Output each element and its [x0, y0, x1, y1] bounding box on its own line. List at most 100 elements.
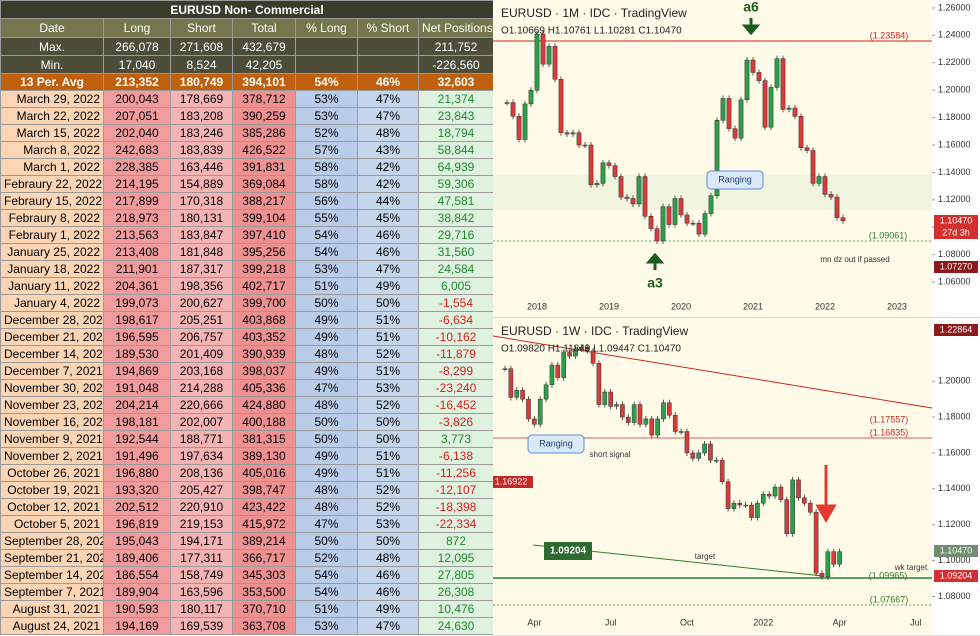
candle: [738, 99, 744, 139]
table-cell: 424,880: [232, 396, 296, 414]
table-cell: 52%: [357, 345, 419, 363]
table-cell: 353,500: [232, 583, 296, 601]
chart-background: [493, 318, 932, 636]
price-badge-label: 1.07270: [940, 261, 973, 271]
candle: [655, 418, 660, 436]
table-cell: 52%: [357, 481, 419, 499]
candle: [510, 102, 516, 117]
table-cell: 194,171: [170, 532, 233, 550]
y-tick-label: 1.08000: [938, 591, 971, 601]
candle: [534, 33, 540, 91]
candle: [732, 128, 738, 139]
candle: [526, 398, 531, 420]
candle: [702, 213, 708, 235]
table-cell: 415,972: [232, 515, 296, 533]
level-label: (1.07667): [870, 594, 909, 604]
ohlc: O1.10669 H1.10761 L1.10281 C1.10470: [501, 26, 682, 37]
data-row: December 14, 2021 189,530 201,409 390,939 48…: [0, 345, 493, 363]
price-badge-label: 1.10470: [940, 215, 973, 225]
candle: [579, 346, 584, 350]
table-cell: [357, 37, 419, 56]
candle: [643, 418, 649, 425]
table-cell: -8,299: [417, 362, 493, 380]
candle: [678, 198, 684, 216]
table-cell: 163,596: [170, 583, 233, 601]
table-cell: 188,771: [170, 430, 233, 448]
table-cell: 363,708: [232, 617, 296, 635]
callout: [706, 170, 764, 190]
chart-title: EURUSD · 1W · IDC · TradingView: [501, 324, 688, 338]
y-tick-label: 1.06000: [938, 276, 971, 286]
table-cell: EURUSD Non- Commercial: [0, 0, 493, 19]
data-row: August 31, 2021 190,593 180,117 370,710 51% 4…: [0, 600, 493, 618]
data-row: January 18, 2022 211,901 187,317 399,218 53%…: [0, 260, 493, 278]
candle: [588, 144, 594, 186]
candle: [804, 147, 810, 151]
table-cell: 378,712: [232, 90, 296, 108]
table-cell: 366,717: [232, 549, 296, 567]
table-cell: 207,051: [103, 107, 171, 125]
y-tick-label: 1.26000: [938, 2, 971, 12]
table-cell: 8,524: [170, 55, 233, 74]
table-cell: January 11, 2022: [0, 277, 104, 295]
candle: [514, 389, 520, 398]
table-cell: Febraury 1, 2022: [0, 226, 104, 244]
candle: [798, 115, 804, 149]
candle: [624, 196, 630, 199]
table-cell: 43%: [357, 141, 419, 159]
annotation: Ranging: [539, 438, 573, 448]
x-tick-label: Apr: [527, 617, 541, 627]
table-cell: 53%: [357, 379, 419, 397]
table-cell: 38,842: [417, 209, 493, 227]
candle: [637, 404, 643, 425]
table-cell: 208,136: [170, 464, 233, 482]
table-cell: 195,043: [103, 532, 171, 550]
table-cell: 47,581: [417, 192, 493, 210]
candle: [625, 416, 631, 423]
table-cell: 394,101: [232, 73, 296, 91]
price-badge: [934, 261, 978, 273]
table-cell: 53%: [295, 260, 358, 278]
table-cell: [295, 37, 358, 56]
y-tick-label: 1.14000: [938, 483, 971, 493]
annotation: Ranging: [718, 174, 752, 184]
table-cell: 205,427: [170, 481, 233, 499]
table-cell: -11,879: [417, 345, 493, 363]
table-cell: 47%: [357, 617, 419, 635]
y-tick-label: 1.22000: [938, 57, 971, 67]
trend-line: [493, 335, 933, 409]
candle: [714, 120, 720, 196]
data-row: Febraury 8, 2022 218,973 180,131 399,104 55%…: [0, 209, 493, 227]
callout: [527, 434, 585, 454]
candle: [678, 431, 684, 433]
candle: [660, 206, 666, 242]
table-cell: 170,318: [170, 192, 233, 210]
table-cell: -3,826: [417, 413, 493, 431]
table-cell: Net Positions: [417, 18, 493, 38]
price-badge: [934, 545, 978, 557]
candle: [596, 363, 602, 405]
table-cell: 202,040: [103, 124, 171, 142]
table-cell: -6,138: [417, 447, 493, 465]
chart-background: [493, 0, 932, 318]
table-cell: 51%: [295, 277, 358, 295]
table-cell: January 25, 2022: [0, 243, 104, 261]
data-row: December 7, 2021 194,869 203,168 398,037 49%…: [0, 362, 493, 380]
table-cell: 204,361: [103, 277, 171, 295]
table-cell: 49%: [295, 464, 358, 482]
data-row: March 8, 2022 242,683 183,839 426,522 57% 43%…: [0, 141, 493, 159]
candle: [778, 486, 784, 500]
x-tick-label: 2018: [527, 301, 547, 311]
table-cell: 200,043: [103, 90, 171, 108]
price-badge: [934, 570, 978, 582]
ohlc: O1.09820 H1.11849 L1.09447 C1.10470: [501, 344, 681, 355]
table-cell: 397,410: [232, 226, 296, 244]
candle: [520, 389, 525, 400]
x-tick-label: Apr: [833, 617, 847, 627]
table-cell: 405,336: [232, 379, 296, 397]
table-cell: 202,007: [170, 413, 233, 431]
table-cell: 50%: [357, 294, 419, 312]
table-cell: 53%: [295, 107, 358, 125]
candle: [614, 404, 619, 407]
table-cell: 381,315: [232, 430, 296, 448]
